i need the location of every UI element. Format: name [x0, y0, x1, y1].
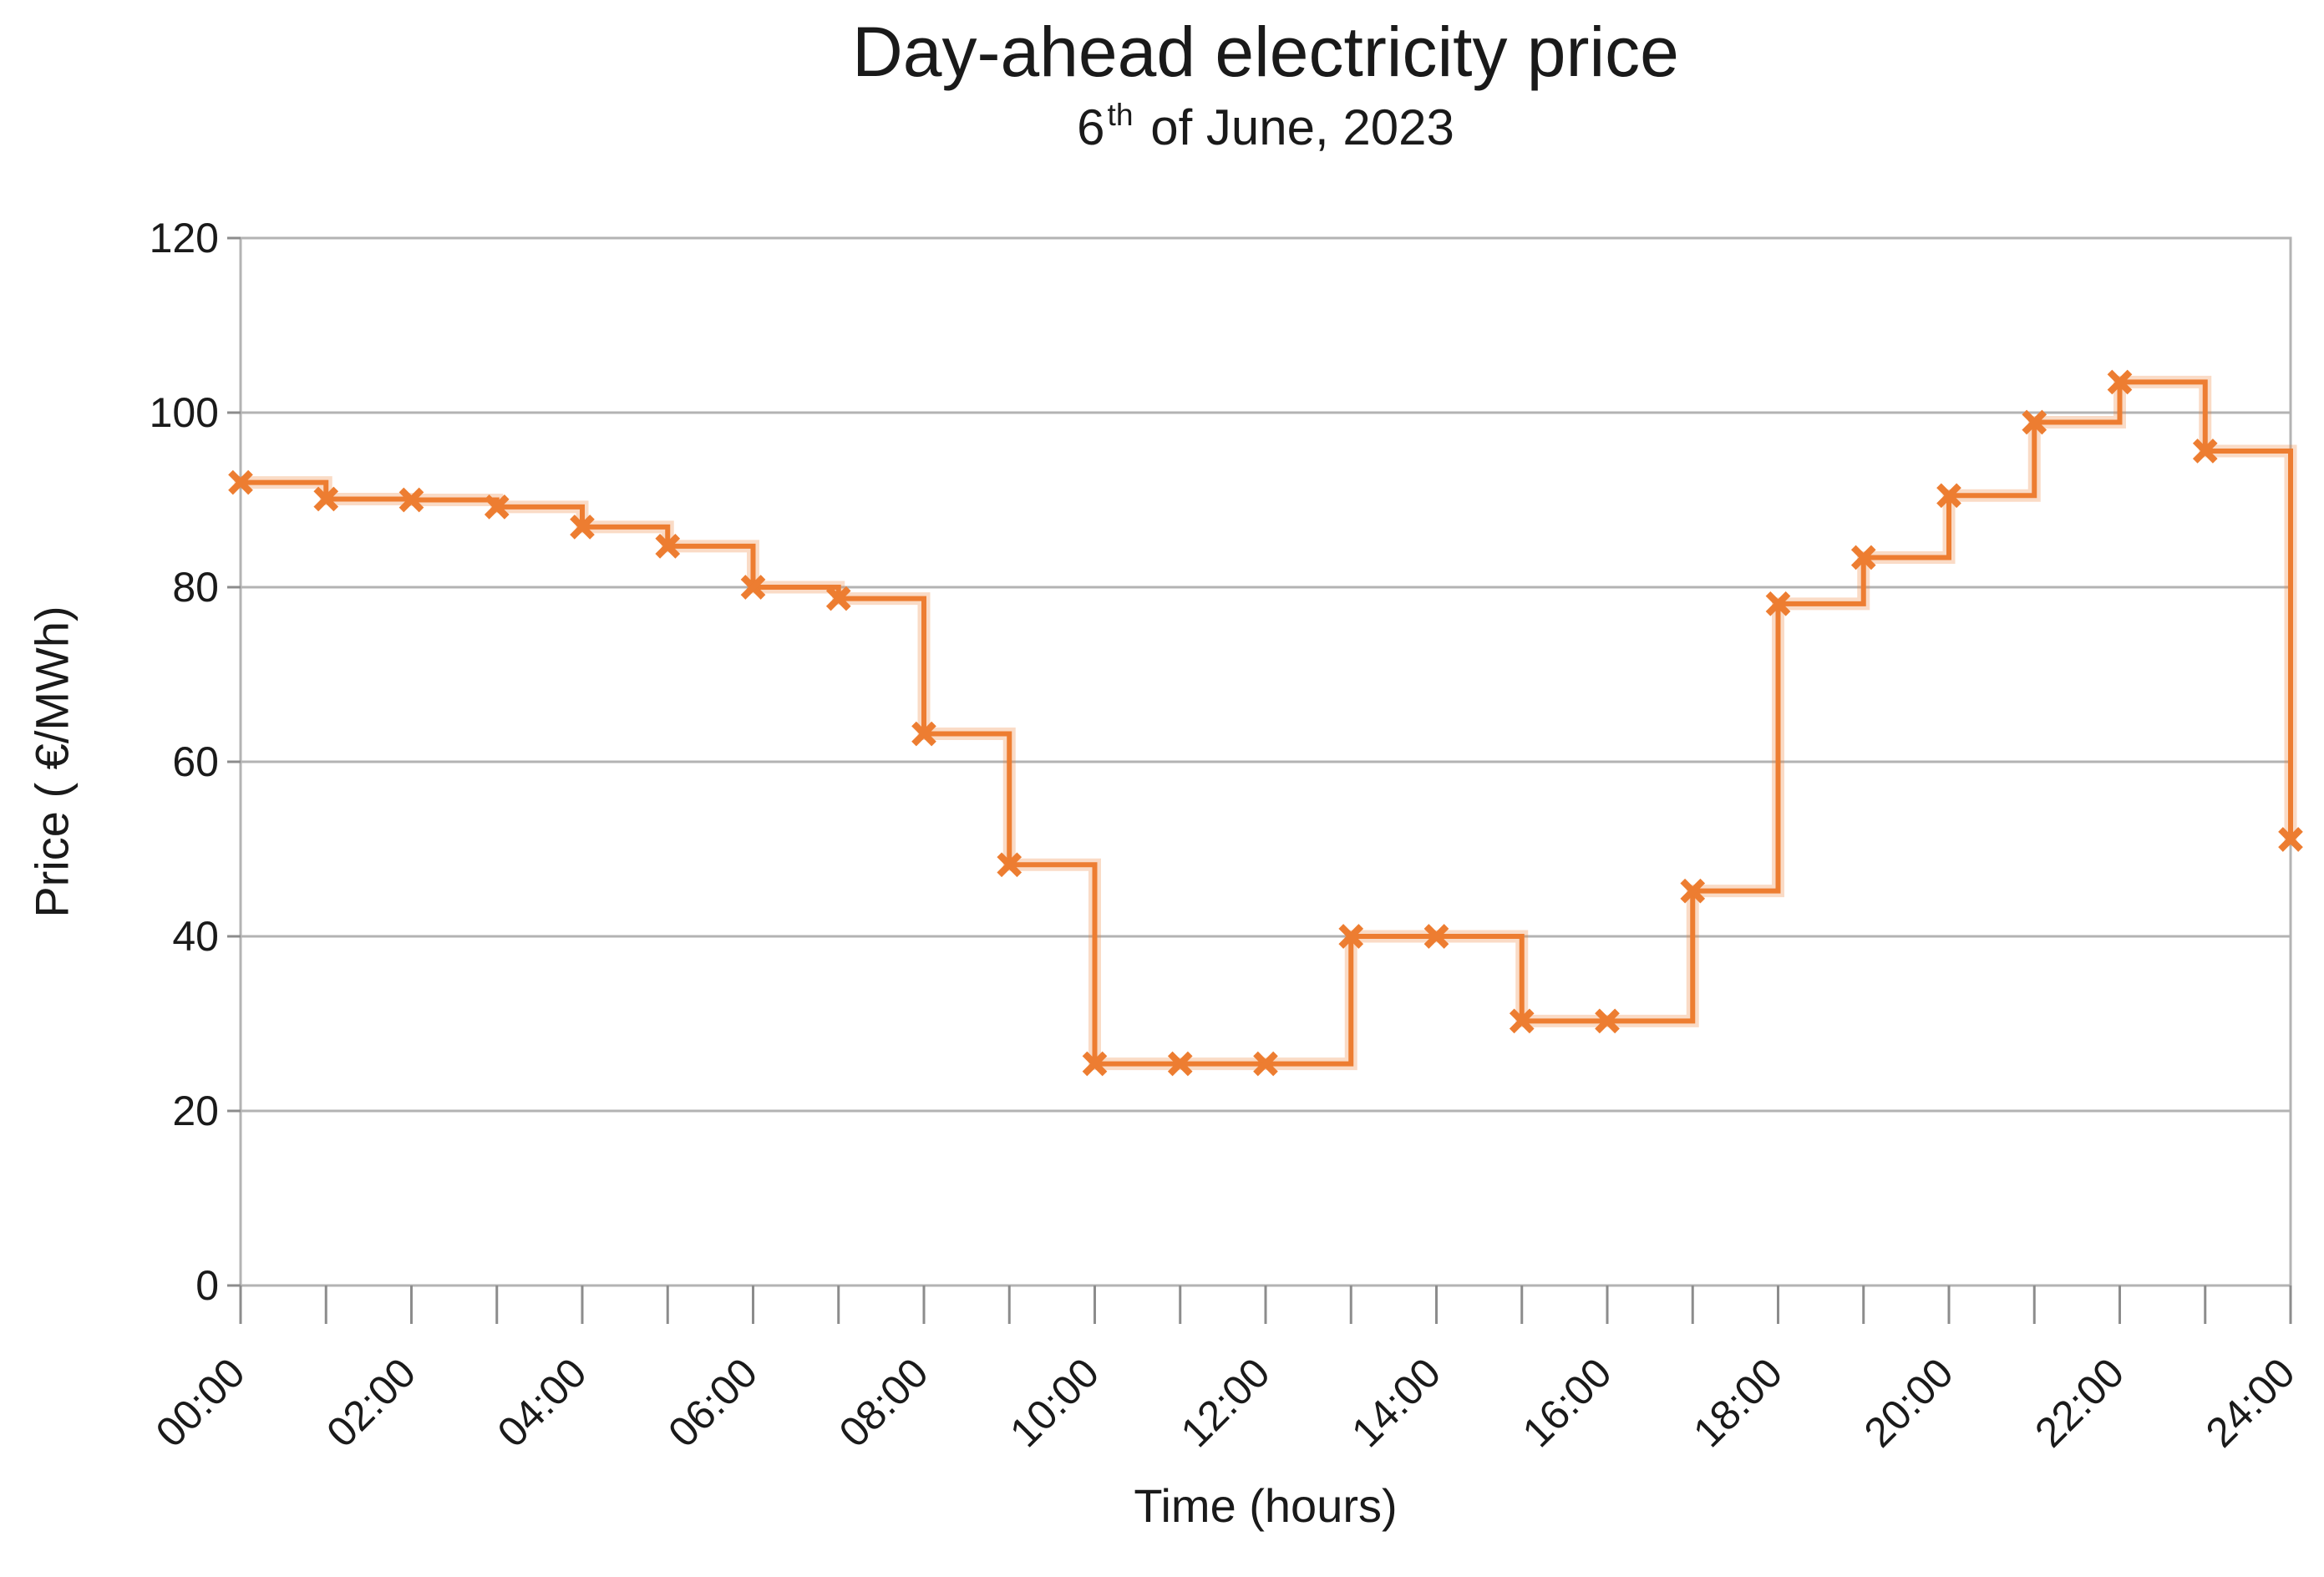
data-point-marker	[1253, 1051, 1278, 1077]
x-tick-label: 08:00	[830, 1349, 937, 1456]
chart-subtitle: 6th of June, 2023	[241, 97, 2291, 156]
x-tick-label: 14:00	[1342, 1349, 1449, 1456]
data-point-marker	[911, 721, 936, 747]
data-point-marker	[2022, 409, 2047, 435]
x-tick-label: 00:00	[147, 1349, 254, 1456]
y-tick-labels: 0 20 40 60 80 100 120	[150, 215, 219, 1309]
y-tick-label: 40	[172, 913, 219, 960]
x-tick-label: 16:00	[1514, 1349, 1621, 1456]
data-point-marker	[1765, 591, 1791, 616]
y-tick-label: 80	[172, 564, 219, 611]
data-point-marker	[2107, 369, 2133, 395]
series-halo	[234, 375, 2297, 1071]
data-point-marker	[313, 486, 339, 512]
data-point-marker	[1338, 924, 1364, 949]
x-tick-label: 22:00	[2026, 1349, 2133, 1456]
subtitle-day: 6	[1077, 99, 1105, 155]
data-point-marker	[655, 534, 681, 559]
data-point-marker	[1082, 1051, 1108, 1077]
subtitle-rest: of June, 2023	[1136, 99, 1454, 155]
price-step-line-halo	[234, 375, 2297, 1071]
x-tick-label: 12:00	[1172, 1349, 1279, 1456]
y-tick-label: 20	[172, 1088, 219, 1134]
series-markers	[228, 369, 2303, 1077]
x-tick-label: 10:00	[1001, 1349, 1108, 1456]
x-tick-label: 20:00	[1855, 1349, 1962, 1456]
data-point-marker	[484, 494, 510, 520]
series-line	[241, 379, 2293, 1067]
data-point-marker	[1936, 483, 1961, 509]
data-point-marker	[1595, 1008, 1620, 1034]
y-tick-label: 100	[150, 389, 219, 436]
data-point-marker	[2278, 827, 2303, 852]
x-tick-label: 24:00	[2197, 1349, 2304, 1456]
data-point-marker	[997, 852, 1022, 878]
data-point-marker	[740, 575, 766, 600]
data-point-marker	[1850, 545, 1876, 570]
y-tick-label: 60	[172, 738, 219, 785]
y-tick-label: 0	[195, 1262, 219, 1309]
data-point-marker	[2192, 439, 2218, 464]
x-tick-label: 06:00	[659, 1349, 766, 1456]
data-point-marker	[1167, 1051, 1193, 1077]
data-point-marker	[570, 515, 595, 540]
data-point-marker	[825, 586, 851, 611]
axis-ticks	[227, 236, 2292, 1324]
subtitle-ordinal: th	[1107, 97, 1134, 132]
x-tick-label: 18:00	[1684, 1349, 1791, 1456]
data-point-marker	[1509, 1008, 1535, 1034]
y-tick-label: 120	[150, 215, 219, 261]
data-point-marker	[1680, 878, 1706, 904]
x-tick-label: 02:00	[317, 1349, 424, 1456]
x-tick-labels: 00:00 02:00 04:00 06:00 08:00 10:00 12:00 14:00…	[147, 1349, 2304, 1456]
price-step-line	[241, 379, 2293, 1067]
x-tick-label: 04:00	[489, 1349, 596, 1456]
x-axis-title: Time (hours)	[1134, 1479, 1398, 1532]
data-point-marker	[1423, 924, 1449, 949]
gridlines	[241, 411, 2291, 1113]
data-point-marker	[398, 487, 424, 513]
data-point-marker	[228, 469, 253, 495]
chart-title: Day-ahead electricity price	[852, 13, 1679, 91]
